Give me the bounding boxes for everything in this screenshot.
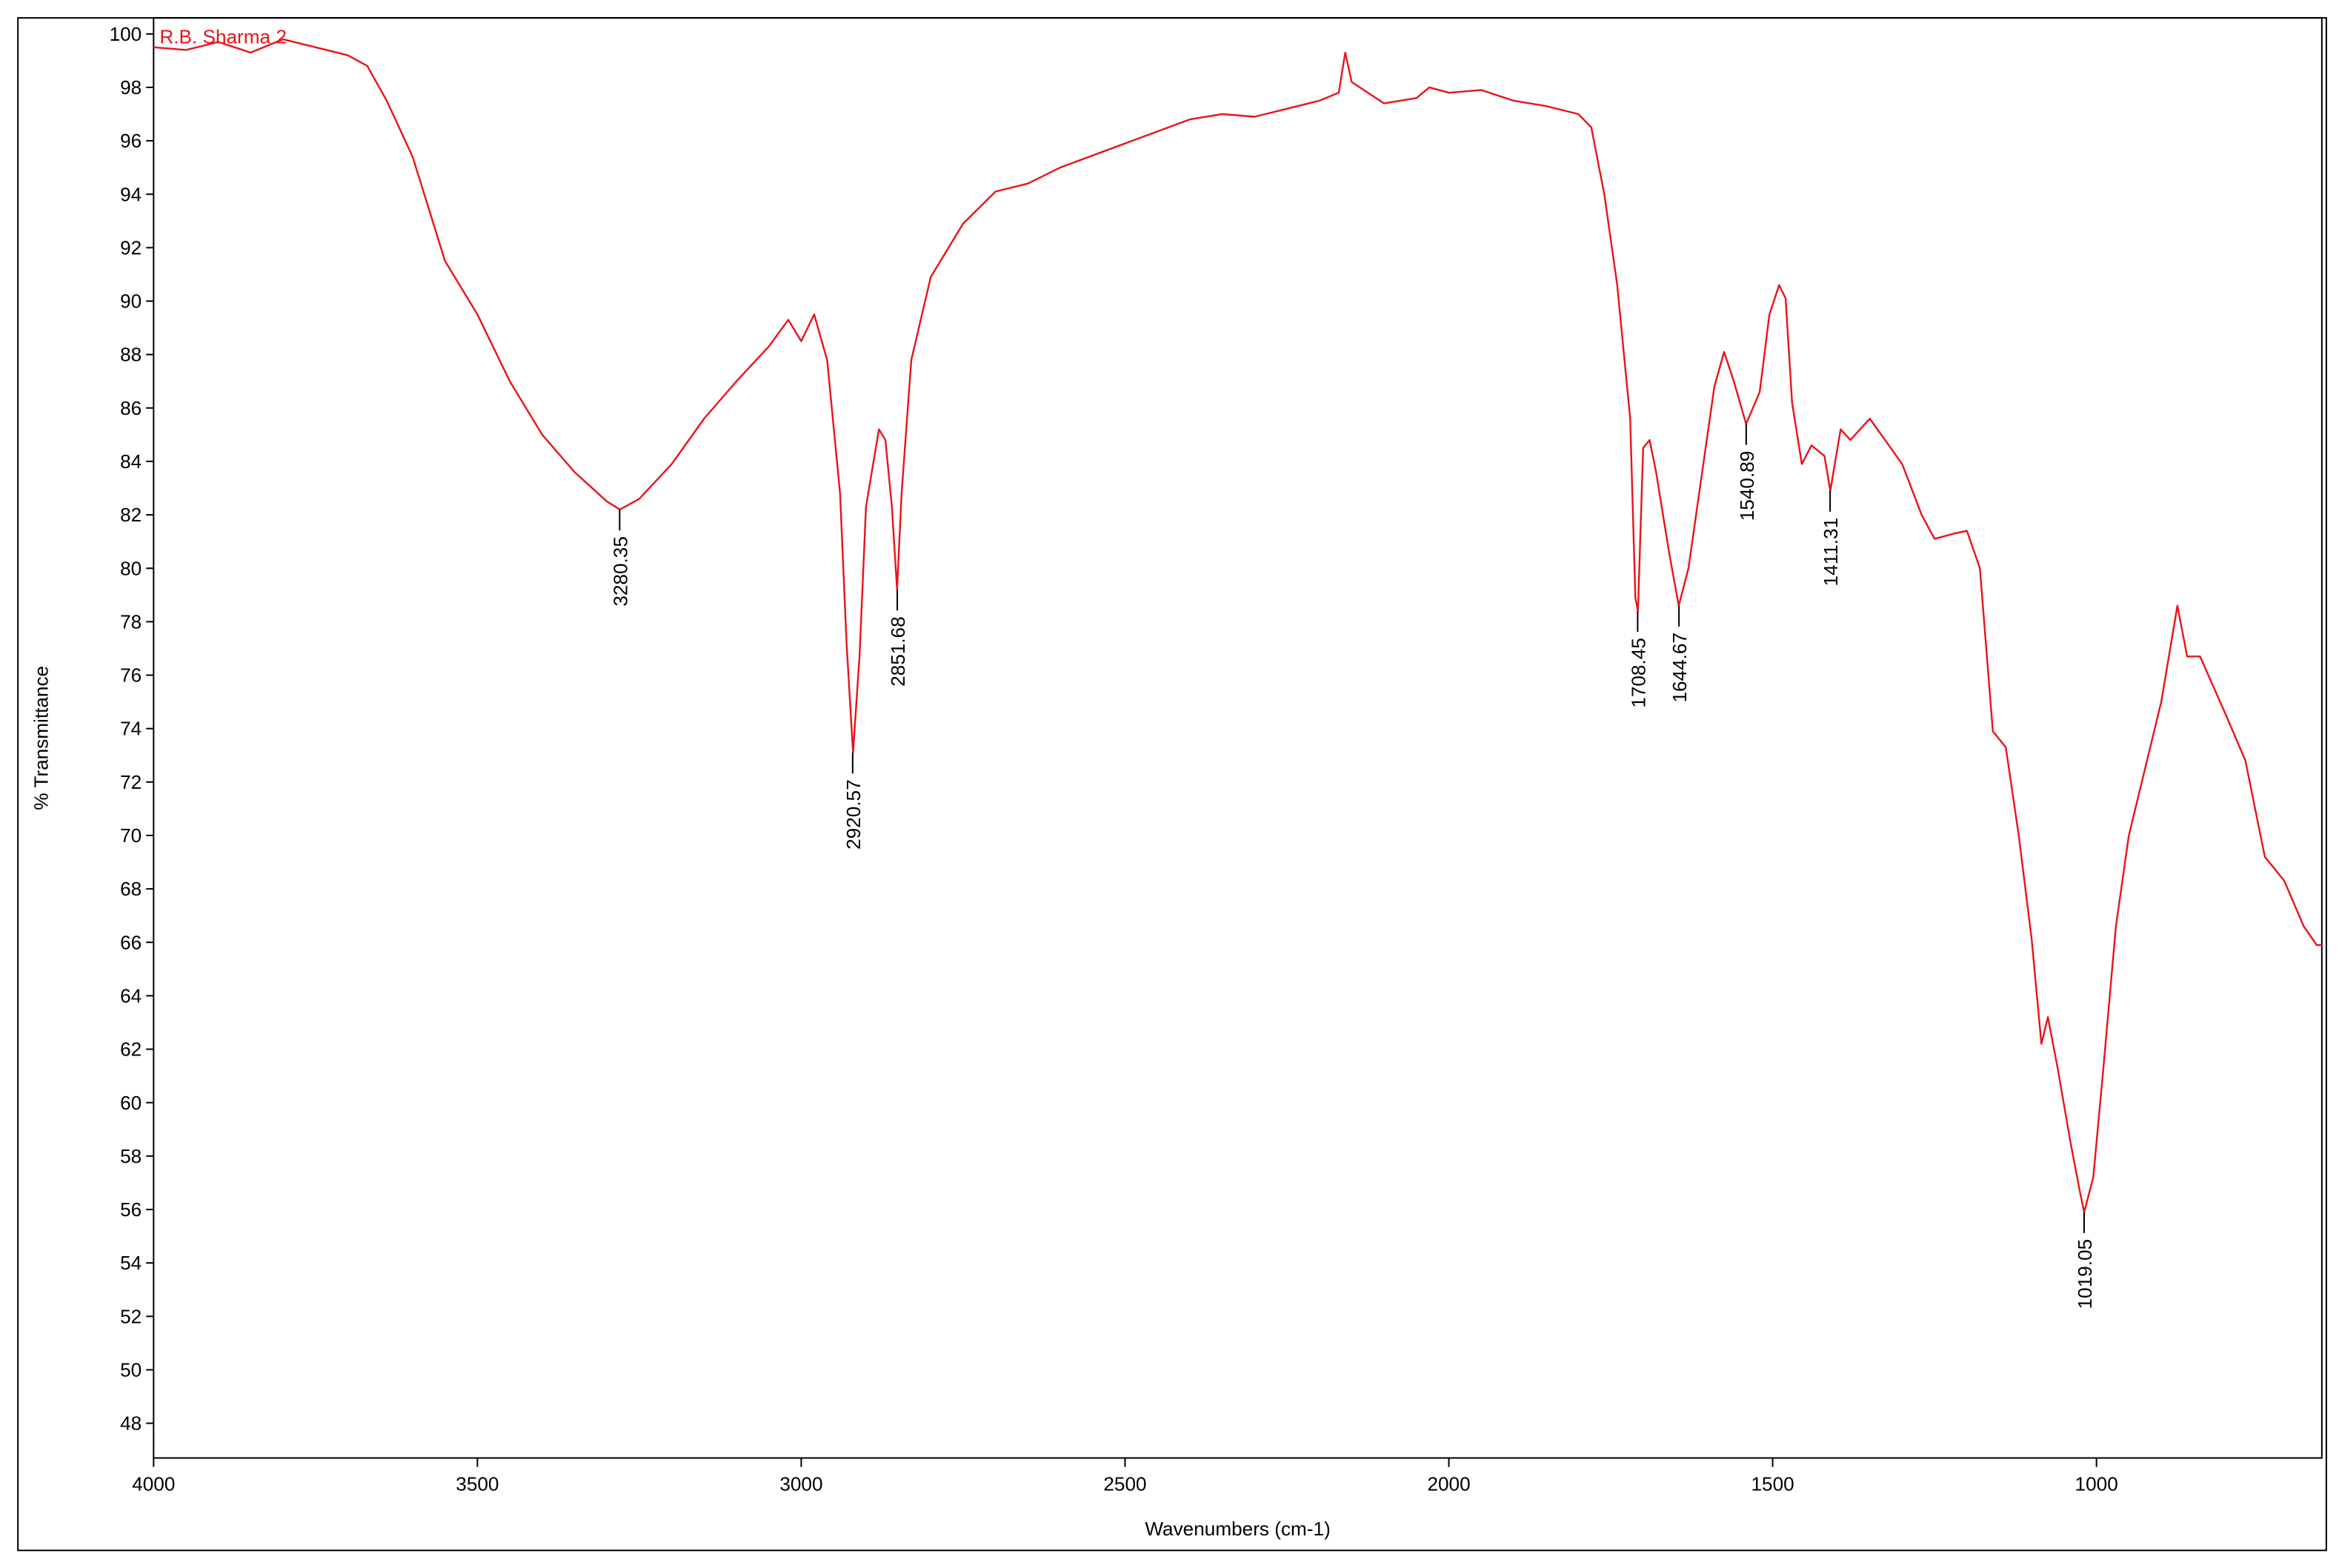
spectrum-line xyxy=(153,38,2322,1213)
y-tick-label: 100 xyxy=(110,23,142,45)
y-tick-label: 78 xyxy=(120,610,142,633)
y-tick-label: 88 xyxy=(120,344,142,366)
y-tick-label: 74 xyxy=(120,718,142,740)
peak-label: 1411.31 xyxy=(1820,518,1842,587)
y-tick-label: 90 xyxy=(120,290,142,313)
y-tick-label: 70 xyxy=(120,824,142,847)
y-tick-label: 98 xyxy=(120,76,142,99)
x-tick-label: 2000 xyxy=(1427,1473,1470,1495)
y-tick-label: 60 xyxy=(120,1092,142,1114)
x-tick-label: 2500 xyxy=(1103,1473,1146,1495)
y-tick-label: 94 xyxy=(120,183,142,205)
y-tick-label: 50 xyxy=(120,1358,142,1381)
y-tick-label: 72 xyxy=(120,771,142,793)
y-tick-label: 80 xyxy=(120,557,142,579)
y-tick-label: 76 xyxy=(120,664,142,687)
peak-label: 1540.89 xyxy=(1736,451,1758,521)
y-tick-label: 66 xyxy=(120,931,142,953)
x-tick-label: 1000 xyxy=(2075,1473,2118,1495)
y-tick-label: 48 xyxy=(120,1412,142,1435)
peak-label: 1708.45 xyxy=(1627,638,1649,708)
y-tick-label: 52 xyxy=(120,1305,142,1327)
y-tick-label: 84 xyxy=(120,450,142,473)
outer-frame xyxy=(17,17,2327,1552)
x-tick-label: 4000 xyxy=(132,1473,175,1495)
x-tick-label: 3500 xyxy=(456,1473,499,1495)
y-tick-label: 56 xyxy=(120,1198,142,1221)
peak-label: 2920.57 xyxy=(842,779,865,850)
peak-label: 3280.35 xyxy=(609,536,631,607)
y-axis-label: % Transmittance xyxy=(30,666,52,810)
plot-frame xyxy=(153,17,2323,1459)
peak-label: 1019.05 xyxy=(2074,1239,2096,1310)
y-tick-label: 64 xyxy=(120,984,142,1007)
y-tick-label: 86 xyxy=(120,397,142,419)
y-tick-label: 58 xyxy=(120,1145,142,1167)
x-tick-label: 3000 xyxy=(779,1473,822,1495)
y-tick-label: 82 xyxy=(120,504,142,526)
peak-label: 2851.68 xyxy=(887,616,909,687)
x-axis-label: Wavenumbers (cm-1) xyxy=(1145,1518,1330,1540)
peak-label: 1644.67 xyxy=(1668,633,1691,703)
y-tick-label: 54 xyxy=(120,1252,142,1274)
x-tick-label: 1500 xyxy=(1751,1473,1794,1495)
y-tick-label: 62 xyxy=(120,1038,142,1061)
y-tick-label: 68 xyxy=(120,878,142,900)
y-tick-label: 92 xyxy=(120,236,142,258)
y-tick-label: 96 xyxy=(120,130,142,152)
